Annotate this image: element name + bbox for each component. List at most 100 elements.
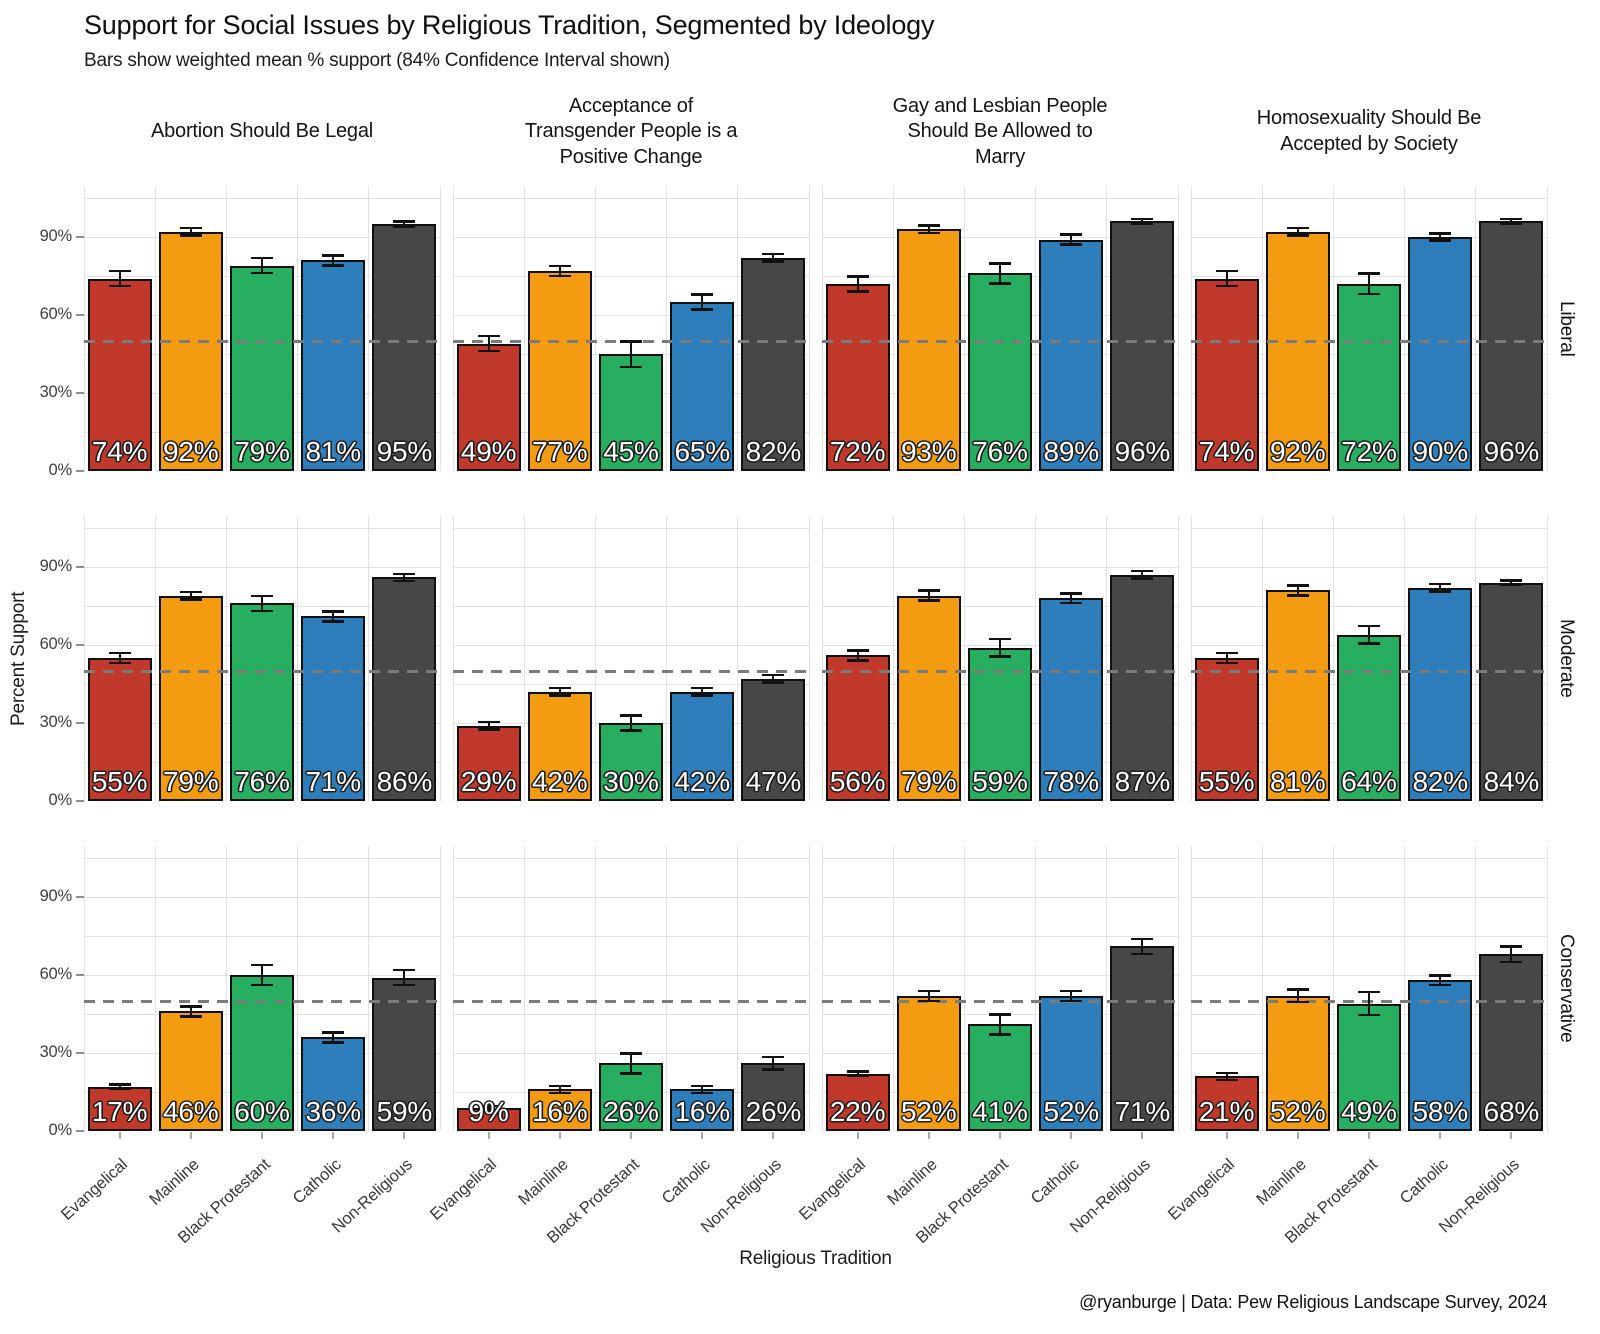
y-tick-label-60: 60% <box>39 965 73 983</box>
gridline-v-0 <box>1190 186 1192 471</box>
gridline-v-1 <box>154 846 156 1131</box>
bar-mainline <box>896 229 961 471</box>
gridline-v-4 <box>368 846 370 1131</box>
bar-evangelical <box>825 655 890 801</box>
error-bar-cap-bottom <box>691 694 714 697</box>
error-bar-line <box>1070 234 1073 245</box>
bar-value-label: 64% <box>1341 766 1397 797</box>
error-bar-cap-bottom <box>1131 952 1154 956</box>
error-bar-line <box>403 969 406 986</box>
bar-value-label: 56% <box>829 766 886 797</box>
bar-black-protestant <box>968 647 1032 801</box>
bar-catholic <box>301 260 366 471</box>
error-bar-cap-top <box>1500 945 1523 948</box>
bar-value-label: 81% <box>1270 766 1326 797</box>
gridline-v-0 <box>452 186 454 471</box>
error-bar-cap-top <box>1060 592 1083 595</box>
y-tick-mark <box>76 392 84 394</box>
x-category-label-evangelical: Evangelical <box>427 1155 501 1224</box>
error-bar-cap-top <box>1429 582 1452 586</box>
error-bar-cap-top <box>1215 651 1238 655</box>
error-bar-line <box>1225 652 1228 664</box>
error-bar-line <box>1296 227 1299 236</box>
bar-evangelical <box>1194 278 1259 471</box>
panel-moderate-3: 56% 79% 59% 78% 87% <box>821 516 1179 801</box>
gridline-v-1 <box>1261 516 1263 801</box>
gridline-h-60 <box>822 975 1178 976</box>
error-bar-cap-top <box>1060 233 1083 236</box>
x-category-label-catholic: Catholic <box>289 1155 345 1208</box>
bar-value-label: 59% <box>376 1096 433 1127</box>
error-bar-line <box>189 591 192 600</box>
error-bar-line <box>1510 218 1513 224</box>
error-bar-cap-top <box>393 572 416 575</box>
gridline-v-5 <box>1177 516 1179 801</box>
error-bar-line <box>701 687 704 696</box>
gridline-h-60 <box>1191 975 1547 976</box>
gridline-v-4 <box>737 186 739 471</box>
y-tick-mark <box>76 1052 84 1054</box>
error-bar-cap-top <box>1215 269 1238 273</box>
x-axis-title: Religious Tradition <box>739 1248 892 1269</box>
x-category-label-evangelical: Evangelical <box>58 1155 132 1224</box>
error-bar-line <box>1225 1072 1228 1081</box>
bar-value-label: 78% <box>1043 766 1099 797</box>
error-bar-line <box>1070 990 1073 1001</box>
error-bar-line <box>999 263 1001 284</box>
error-bar-cap-top <box>1500 579 1523 582</box>
bar-value-label: 41% <box>972 1096 1028 1127</box>
error-bar-cap-bottom <box>393 579 416 583</box>
error-bar-line <box>332 1032 335 1043</box>
error-bar-cap-top <box>108 651 131 655</box>
bar-value-label: 55% <box>91 766 148 797</box>
reference-line-50pct <box>1191 670 1547 673</box>
y-tick-mark <box>76 314 84 316</box>
gridline-v-3 <box>297 186 299 471</box>
bar-non-religious <box>372 224 437 471</box>
x-tick-mark <box>558 1132 561 1139</box>
gridline-v-1 <box>154 516 156 801</box>
gridline-v-1 <box>523 186 525 471</box>
bar-value-label: 9% <box>468 1096 509 1127</box>
error-bar-cap-bottom <box>1500 583 1523 587</box>
gridline-h-105 <box>822 198 1178 199</box>
bar-value-label: 87% <box>1114 766 1171 797</box>
error-bar-line <box>701 1085 704 1094</box>
bar-mainline <box>896 995 961 1131</box>
facet-title-2: Acceptance of Transgender People is a Po… <box>524 94 738 168</box>
gridline-h-75 <box>453 276 809 277</box>
gridline-v-4 <box>1106 516 1108 801</box>
error-bar-line <box>1510 580 1513 586</box>
gridline-v-2 <box>963 846 965 1131</box>
bar-value-label: 16% <box>532 1096 588 1127</box>
bar-non-religious <box>741 678 806 801</box>
error-bar-line <box>1368 273 1370 295</box>
error-bar-cap-bottom <box>1429 590 1452 593</box>
gridline-v-5 <box>1177 186 1179 471</box>
panel-conservative-4: 21% 52% 49% 58% 68% <box>1190 846 1548 1131</box>
error-bar-cap-top <box>846 649 869 652</box>
bar-value-label: 76% <box>972 436 1028 467</box>
bar-value-label: 92% <box>1270 436 1326 467</box>
x-tick-mark <box>772 1132 775 1139</box>
gridline-v-3 <box>297 516 299 801</box>
bar-value-label: 52% <box>1043 1096 1099 1127</box>
gridline-h-90 <box>822 567 1178 568</box>
bar-value-label: 82% <box>745 436 802 467</box>
error-bar-cap-bottom <box>477 728 500 731</box>
error-bar-cap-top <box>322 610 345 613</box>
error-bar-line <box>1141 570 1144 579</box>
error-bar-line <box>487 1105 490 1110</box>
error-bar-cap-top <box>1131 937 1154 941</box>
error-bar-cap-top <box>393 220 416 223</box>
gridline-h-90 <box>453 897 809 898</box>
error-bar-cap-top <box>1358 990 1380 994</box>
reference-line-50pct <box>84 670 440 673</box>
y-tick-label-30: 30% <box>39 383 73 401</box>
y-tick-label-0: 0% <box>48 461 73 479</box>
bar-value-label: 86% <box>376 766 433 797</box>
gridline-h-75 <box>1191 606 1547 607</box>
error-bar-line <box>1296 585 1299 596</box>
x-tick-mark <box>332 1132 335 1139</box>
bar-catholic <box>1039 995 1104 1131</box>
